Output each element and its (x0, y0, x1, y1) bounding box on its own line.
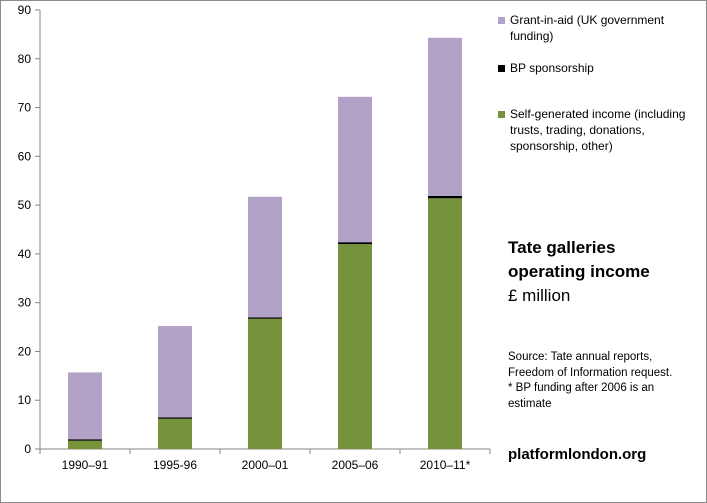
y-tick-label: 10 (18, 393, 32, 407)
x-tick-label: 2005–06 (332, 458, 379, 472)
bar-segment-grant (428, 37, 462, 196)
bp-estimate-note: * BP funding after 2006 is an estimate (508, 382, 655, 410)
y-tick-label: 70 (18, 101, 32, 115)
y-tick-label: 50 (18, 198, 32, 212)
y-tick-label: 60 (18, 149, 32, 163)
bar-segment-bp (428, 195, 462, 199)
legend-item-self: Self-generated income (including trusts,… (498, 106, 690, 154)
bar-segment-self (428, 198, 462, 449)
legend-swatch-grant (498, 17, 505, 24)
chart-title-line-1: Tate galleries (508, 238, 616, 257)
legend-item-grant: Grant-in-aid (UK government funding) (498, 12, 690, 44)
legend-label-self: Self-generated income (including trusts,… (510, 107, 686, 153)
legend-item-bp: BP sponsorship (498, 60, 690, 76)
x-tick-label: 2000–01 (242, 458, 289, 472)
bar-segment-self (338, 244, 372, 449)
x-tick-label: 1990–91 (62, 458, 109, 472)
bar-segment-grant (248, 196, 282, 318)
chart-title: Tate galleries operating income £ millio… (508, 236, 650, 308)
y-tick-label: 40 (18, 247, 32, 261)
bar-segment-grant (338, 96, 372, 243)
website-label: platformlondon.org (508, 446, 647, 463)
y-tick-label: 30 (18, 296, 32, 310)
chart-unit: £ million (508, 286, 571, 305)
legend-swatch-self (498, 111, 505, 118)
x-tick-label: 1995-96 (153, 458, 197, 472)
bar-segment-self (158, 418, 192, 449)
bar-segment-bp (338, 242, 372, 245)
bar-segment-grant (68, 372, 102, 440)
chart-title-line-2: operating income (508, 262, 650, 281)
bar-segment-self (248, 318, 282, 449)
y-tick-label: 80 (18, 52, 32, 66)
bar-segment-grant (158, 326, 192, 418)
bar-segment-bp (248, 317, 282, 319)
bar-segment-bp (68, 439, 102, 441)
source-text: Source: Tate annual reports, Freedom of … (508, 351, 673, 379)
y-tick-label: 0 (24, 442, 31, 456)
x-tick-label: 2010–11* (420, 458, 471, 472)
bar-segment-self (68, 440, 102, 449)
y-tick-label: 90 (18, 3, 32, 17)
source-note: Source: Tate annual reports, Freedom of … (508, 350, 693, 412)
legend-label-bp: BP sponsorship (510, 61, 594, 75)
y-tick-label: 20 (18, 344, 32, 358)
bar-segment-bp (158, 417, 192, 419)
legend-label-grant: Grant-in-aid (UK government funding) (510, 13, 665, 43)
legend-swatch-bp (498, 65, 505, 72)
